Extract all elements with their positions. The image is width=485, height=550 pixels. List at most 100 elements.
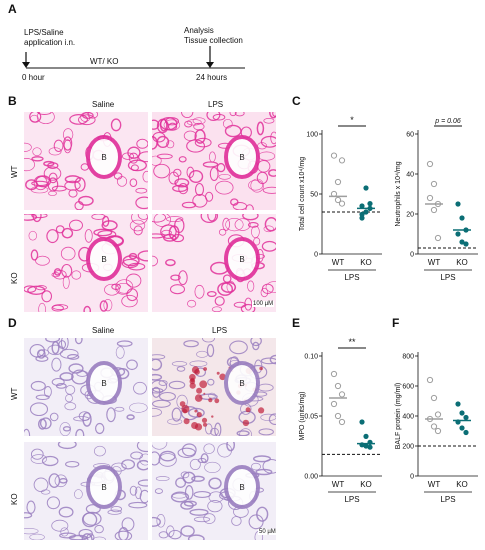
alveolus bbox=[160, 224, 177, 240]
y-axis-label: MPO (units/mg) bbox=[299, 391, 306, 440]
wt-point bbox=[330, 152, 338, 159]
alveolus bbox=[245, 204, 254, 210]
alveolus bbox=[247, 280, 255, 292]
significance-label: p = 0.06 bbox=[434, 118, 461, 125]
alveolus bbox=[35, 285, 47, 291]
alveolus bbox=[139, 453, 148, 466]
alveolus bbox=[32, 147, 42, 157]
alveolus bbox=[203, 443, 215, 454]
alveolus bbox=[59, 532, 77, 539]
alveolus bbox=[126, 288, 139, 302]
alveolus bbox=[29, 402, 49, 417]
alveolus bbox=[159, 450, 176, 462]
hemorrhage-spot bbox=[245, 407, 251, 413]
alveolus bbox=[204, 461, 221, 473]
alveolus bbox=[206, 112, 221, 122]
alveolus bbox=[192, 117, 206, 125]
alveolus bbox=[257, 160, 271, 173]
alveolus bbox=[118, 527, 129, 540]
alveolus bbox=[136, 459, 148, 471]
alveolus bbox=[83, 305, 92, 312]
hemorrhage-spot bbox=[194, 369, 200, 375]
alveolus bbox=[222, 274, 232, 284]
category-label-wt: WT bbox=[332, 258, 345, 267]
alveolus bbox=[80, 112, 91, 122]
alveolus bbox=[59, 372, 74, 382]
significance-label: * bbox=[350, 115, 354, 125]
y-tick-label: 600 bbox=[402, 384, 414, 391]
alveolus bbox=[256, 121, 265, 136]
alveolus bbox=[248, 179, 264, 191]
alveolus bbox=[194, 284, 205, 299]
alveolus bbox=[188, 169, 204, 184]
alveolus bbox=[170, 491, 190, 503]
alveolus bbox=[231, 516, 242, 526]
alveolus bbox=[192, 194, 208, 208]
alveolus bbox=[94, 524, 104, 534]
alveolus bbox=[45, 338, 61, 343]
wt-point bbox=[430, 206, 438, 214]
micrograph-d-wt-saline: B bbox=[24, 338, 148, 436]
alveolus bbox=[178, 270, 188, 286]
alveolus bbox=[168, 122, 178, 131]
wt-point bbox=[430, 180, 438, 188]
alveolus bbox=[46, 229, 59, 244]
alveolus bbox=[260, 135, 276, 148]
alveolus bbox=[30, 249, 39, 261]
alveolus bbox=[152, 407, 163, 417]
x-axis-label: LPS bbox=[440, 273, 455, 282]
alveolus bbox=[224, 124, 242, 138]
alveolus bbox=[257, 383, 274, 392]
wt-point bbox=[334, 412, 342, 420]
d-col-saline: Saline bbox=[92, 326, 115, 335]
alveolus bbox=[28, 230, 38, 241]
alveolus bbox=[78, 528, 93, 539]
wt-point bbox=[330, 370, 338, 378]
x-axis-label: LPS bbox=[344, 273, 359, 282]
hemorrhage-spot bbox=[179, 401, 186, 407]
time-zero: 0 hour bbox=[22, 73, 45, 82]
alveolus bbox=[181, 112, 194, 119]
alveolus bbox=[252, 341, 260, 351]
alveolus bbox=[29, 114, 39, 123]
alveolus bbox=[30, 448, 44, 460]
alveolus bbox=[81, 112, 94, 119]
alveolus bbox=[226, 442, 236, 452]
category-label-wt: WT bbox=[428, 258, 441, 267]
alveolus bbox=[184, 485, 194, 500]
hemorrhage-spot bbox=[194, 409, 198, 413]
alveolus bbox=[64, 175, 81, 184]
ko-point bbox=[455, 231, 461, 237]
alveolus bbox=[202, 338, 215, 343]
alveolus bbox=[71, 270, 82, 280]
alveolus bbox=[230, 198, 239, 206]
alveolus bbox=[129, 402, 148, 413]
alveolus bbox=[93, 445, 106, 457]
alveolus bbox=[252, 455, 272, 463]
alveolus bbox=[172, 184, 188, 193]
alveolus bbox=[36, 112, 55, 125]
bronchus-label: B bbox=[101, 379, 106, 388]
alveolus bbox=[47, 344, 64, 356]
alveolus bbox=[37, 112, 52, 115]
y-axis-label: BALF protein (mg/ml) bbox=[395, 383, 402, 450]
alveolus bbox=[256, 506, 269, 522]
y-tick-label: 200 bbox=[402, 444, 414, 451]
alveolus bbox=[206, 343, 215, 358]
alveolus bbox=[49, 412, 59, 422]
alveolus bbox=[82, 411, 92, 427]
alveolus bbox=[32, 214, 42, 223]
alveolus bbox=[78, 114, 96, 126]
hemorrhage-spot bbox=[211, 415, 214, 418]
category-label-wt: WT bbox=[428, 480, 441, 489]
alveolus bbox=[74, 338, 83, 345]
alveolus bbox=[169, 284, 186, 295]
alveolus bbox=[142, 170, 148, 183]
ko-point bbox=[359, 419, 365, 425]
alveolus bbox=[43, 386, 52, 398]
bronchus-label: B bbox=[239, 483, 244, 492]
alveolus bbox=[194, 137, 212, 148]
alveolus bbox=[102, 215, 110, 227]
alveolus bbox=[260, 357, 276, 365]
